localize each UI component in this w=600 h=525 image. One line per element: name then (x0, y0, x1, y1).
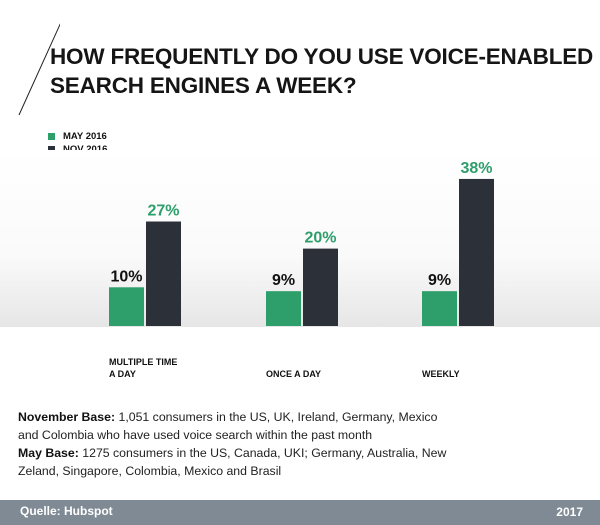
year-label: 2017 (556, 505, 583, 519)
legend-swatch-nov (48, 146, 55, 153)
may-base-text: 1275 consumers in the US, Canada, UKI; G… (18, 446, 447, 478)
chart-title: HOW FREQUENTLY DO YOU USE VOICE-ENABLED … (50, 42, 593, 100)
legend-label-may: MAY 2016 (63, 131, 107, 142)
data-label-nov-2: 38% (460, 160, 492, 177)
title-line-1: HOW FREQUENTLY DO YOU USE VOICE-ENABLED (50, 44, 594, 69)
category-label-weekly: WEEKLY (422, 369, 460, 379)
november-base-text: 1,051 consumers in the US, UK, Ireland, … (18, 410, 438, 442)
category-label-line: A DAY (109, 369, 136, 379)
decorative-slash (18, 23, 60, 116)
data-label-nov-0: 27% (147, 203, 179, 220)
bar-may-1 (266, 291, 301, 326)
data-label-may-0: 10% (110, 268, 142, 285)
source-label: Quelle: Hubspot (20, 504, 113, 518)
category-label-line: MULTIPLE TIME (109, 357, 178, 367)
base-notes: November Base: 1,051 consumers in the US… (18, 408, 458, 480)
category-label-once: ONCE A DAY (266, 369, 322, 379)
bar-nov-2 (459, 178, 494, 326)
footer-bar: Quelle: Hubspot 2017 (0, 500, 600, 525)
bar-nov-0 (146, 221, 181, 326)
legend: MAY 2016 NOV 2016 (48, 130, 107, 156)
bar-chart: 10% 9% 9% 27% 20% 38% (109, 160, 494, 326)
legend-item-may: MAY 2016 (48, 130, 107, 143)
category-label-multiple: MULTIPLE TIME A DAY (109, 356, 177, 380)
november-base-note: November Base: 1,051 consumers in the US… (18, 408, 458, 444)
may-base-note: May Base: 1275 consumers in the US, Cana… (18, 444, 458, 480)
legend-item-nov: NOV 2016 (48, 143, 107, 156)
data-label-may-1: 9% (272, 272, 295, 289)
data-label-nov-1: 20% (304, 230, 336, 247)
legend-label-nov: NOV 2016 (63, 144, 107, 155)
legend-swatch-may (48, 133, 55, 140)
bar-may-2 (422, 291, 457, 326)
may-base-label: May Base: (18, 446, 79, 460)
data-label-may-2: 9% (428, 272, 451, 289)
november-base-label: November Base: (18, 410, 116, 424)
bar-nov-1 (303, 248, 338, 326)
title-line-2: SEARCH ENGINES A WEEK? (50, 73, 357, 98)
bar-may-0 (109, 287, 144, 326)
